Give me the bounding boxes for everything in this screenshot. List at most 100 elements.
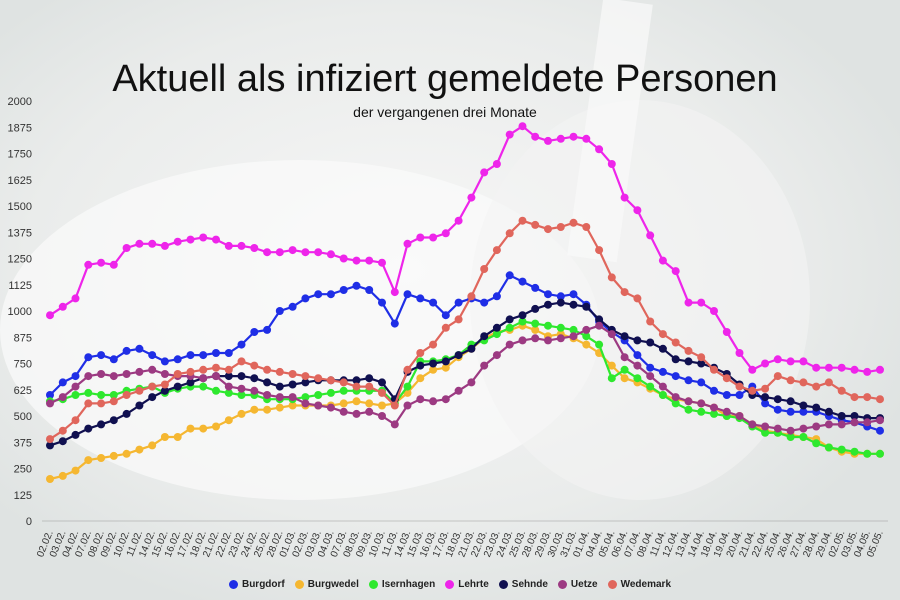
data-point-lehrte (135, 239, 144, 248)
data-point-burgdorf (429, 298, 438, 307)
data-point-uetze (160, 370, 169, 378)
data-point-sehnde (186, 378, 195, 387)
data-point-wedemark (633, 294, 642, 303)
data-point-lehrte (799, 357, 808, 366)
data-point-sehnde (595, 315, 604, 324)
data-point-lehrte (454, 216, 463, 225)
data-point-burgwedel (186, 424, 195, 433)
data-point-isernhagen (658, 391, 667, 399)
data-point-wedemark (403, 365, 412, 374)
data-point-lehrte (748, 365, 757, 374)
data-point-lehrte (429, 233, 438, 242)
data-point-burgwedel (58, 471, 67, 480)
y-tick-label: 125 (14, 490, 32, 502)
data-point-sehnde (480, 332, 489, 341)
data-point-burgdorf (237, 340, 246, 349)
data-point-sehnde (46, 441, 54, 450)
data-point-isernhagen (786, 433, 795, 441)
data-point-wedemark (722, 374, 731, 383)
data-point-uetze (531, 334, 540, 343)
data-point-lehrte (863, 367, 872, 376)
data-point-sehnde (416, 361, 425, 370)
data-point-wedemark (352, 382, 361, 391)
data-point-sehnde (441, 357, 450, 366)
series-line-wedemark (49, 219, 881, 441)
data-point-burgwedel (173, 433, 182, 441)
data-point-uetze (518, 336, 527, 345)
data-point-sehnde (160, 386, 169, 395)
data-point-uetze (416, 395, 425, 404)
data-point-wedemark (735, 382, 744, 391)
data-point-burgwedel (122, 449, 131, 458)
data-point-sehnde (658, 344, 667, 353)
data-point-wedemark (467, 292, 476, 301)
data-point-sehnde (71, 430, 80, 439)
data-point-uetze (786, 426, 795, 435)
data-point-burgdorf (71, 372, 80, 381)
data-point-burgdorf (556, 292, 565, 301)
data-point-uetze (199, 374, 208, 383)
data-point-burgwedel (71, 466, 80, 475)
data-point-isernhagen (671, 399, 680, 408)
data-point-sehnde (58, 437, 67, 446)
data-point-wedemark (773, 372, 782, 381)
data-point-sehnde (850, 412, 859, 420)
data-point-isernhagen (556, 323, 565, 332)
data-point-wedemark (46, 435, 54, 444)
data-point-wedemark (441, 323, 450, 332)
data-point-burgwedel (288, 401, 297, 410)
data-point-wedemark (646, 317, 655, 326)
data-point-lehrte (824, 363, 833, 372)
data-point-isernhagen (505, 323, 514, 332)
data-point-sehnde (173, 382, 182, 391)
y-tick-label: 625 (14, 385, 32, 397)
data-point-uetze (314, 401, 323, 410)
data-point-sehnde (646, 338, 655, 347)
data-point-wedemark (135, 386, 144, 395)
chart-subtitle: der vergangenen drei Monate (353, 104, 537, 120)
data-point-burgwedel (531, 325, 540, 334)
data-point-uetze (71, 382, 80, 391)
data-point-sehnde (454, 351, 463, 360)
y-tick-label: 1000 (8, 306, 32, 318)
data-point-burgdorf (339, 286, 348, 294)
data-point-uetze (301, 399, 310, 408)
y-tick-label: 250 (14, 464, 32, 476)
data-point-sehnde (505, 315, 514, 324)
data-point-burgdorf (454, 298, 463, 307)
data-point-burgdorf (148, 351, 157, 360)
data-point-lehrte (58, 302, 67, 311)
data-point-wedemark (492, 246, 501, 255)
y-tick-label: 1500 (8, 201, 32, 213)
data-point-burgdorf (403, 290, 412, 299)
legend-label: Lehrte (458, 579, 489, 590)
data-point-uetze (352, 409, 361, 418)
data-point-burgdorf (786, 407, 795, 416)
data-point-lehrte (505, 130, 514, 139)
data-point-uetze (84, 372, 93, 381)
data-point-isernhagen (837, 445, 846, 454)
data-point-sehnde (288, 380, 297, 389)
data-point-wedemark (148, 382, 157, 391)
data-point-burgwedel (582, 340, 591, 349)
data-point-burgdorf (735, 391, 744, 399)
data-point-isernhagen (710, 409, 718, 418)
y-tick-label: 1875 (8, 122, 32, 134)
data-point-wedemark (250, 361, 259, 370)
data-point-sehnde (275, 382, 284, 391)
data-point-wedemark (620, 288, 629, 297)
data-point-uetze (97, 370, 106, 378)
data-point-lehrte (607, 160, 616, 168)
data-point-wedemark (863, 393, 872, 402)
data-point-lehrte (250, 244, 259, 252)
data-point-wedemark (684, 346, 693, 355)
data-point-lehrte (531, 132, 540, 141)
data-point-wedemark (288, 370, 297, 378)
data-point-lehrte (710, 307, 718, 315)
data-point-burgdorf (684, 376, 693, 385)
data-point-lehrte (224, 241, 233, 250)
data-point-isernhagen (339, 386, 348, 395)
data-point-lehrte (212, 235, 220, 244)
data-point-wedemark (480, 265, 489, 273)
